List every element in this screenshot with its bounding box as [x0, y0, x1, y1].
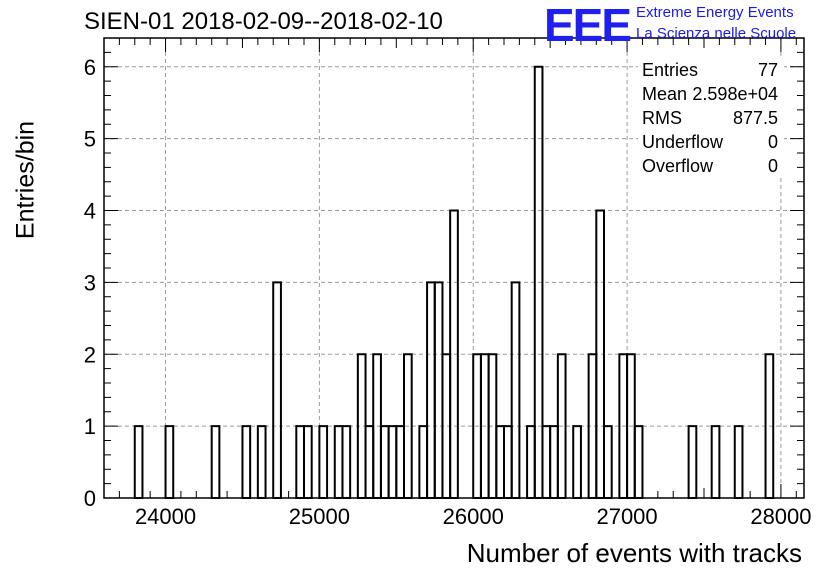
histogram-bar: [295, 425, 305, 499]
stats-row-entries: Entries 77: [638, 58, 784, 82]
y-axis-label-wrap: Entries/bin: [6, 0, 46, 360]
y-tick-label: 1: [84, 414, 96, 439]
stats-row-overflow: Overflow 0: [638, 154, 784, 178]
histogram-bar: [256, 425, 267, 499]
logo-line-2: La Scienza nelle Scuole: [636, 25, 797, 42]
y-tick-label: 0: [84, 486, 96, 511]
histogram-bar: [549, 425, 559, 499]
histogram-bar: [603, 425, 613, 499]
histogram-bar: [387, 425, 398, 499]
stats-label: Underflow: [642, 132, 724, 152]
histogram-bar: [241, 425, 252, 499]
histogram-bar: [572, 425, 582, 499]
histogram-bar: [318, 425, 329, 499]
stats-label: Overflow: [642, 156, 714, 176]
y-tick-label: 5: [84, 127, 96, 152]
histogram-bar: [133, 425, 144, 499]
y-tick-label: 2: [84, 342, 96, 367]
y-tick-label: 4: [84, 199, 96, 224]
stats-value: 877.5: [732, 108, 778, 128]
histogram-bar: [710, 425, 721, 499]
x-tick-label: 28000: [750, 504, 811, 529]
histogram-bar: [510, 281, 521, 499]
histogram-bar: [495, 425, 505, 499]
histogram-bar: [503, 425, 513, 499]
stats-value: 77: [757, 60, 778, 80]
stats-box: Entries 77 Mean 2.598e+04 RMS 877.5 Unde…: [638, 58, 784, 178]
histogram-bar: [433, 281, 444, 499]
stats-value: 2.598e+04: [692, 84, 778, 104]
histogram-bar: [341, 425, 352, 499]
stats-row-underflow: Underflow 0: [638, 130, 784, 154]
histogram-bar: [418, 425, 429, 499]
stats-label: Entries: [642, 60, 699, 80]
histogram-bar: [164, 425, 175, 499]
stats-label: RMS: [642, 108, 682, 128]
stats-value: 0: [767, 156, 778, 176]
histogram-bar: [687, 425, 698, 499]
stats-value: 0: [767, 132, 778, 152]
y-tick-label: 6: [84, 55, 96, 80]
histogram-bar: [303, 425, 313, 499]
y-axis-label: Entries/bin: [11, 120, 40, 240]
x-tick-label: 27000: [596, 504, 657, 529]
histogram-bar: [333, 425, 344, 499]
histogram-bar: [526, 425, 536, 499]
histogram-bar: [426, 281, 436, 499]
y-tick-label: 3: [84, 270, 96, 295]
stats-label: Mean: [642, 84, 688, 104]
logo-line-1: Extreme Energy Events: [636, 4, 794, 21]
histogram-bar: [272, 281, 282, 499]
histogram-bar: [364, 425, 375, 499]
x-tick-label: 25000: [289, 504, 350, 529]
histogram-bar: [379, 425, 390, 499]
eee-logo: EEE: [544, 0, 632, 51]
x-tick-label: 24000: [135, 504, 196, 529]
stats-row-rms: RMS 877.5: [638, 106, 784, 130]
x-tick-label: 26000: [443, 504, 504, 529]
histogram-bar: [210, 425, 221, 499]
x-axis-label: Number of events with tracks: [466, 538, 802, 568]
stats-row-mean: Mean 2.598e+04: [638, 82, 784, 106]
histogram-bar: [733, 425, 744, 499]
chart-title: SIEN-01 2018-02-09--2018-02-10: [84, 8, 443, 35]
histogram-bar: [541, 425, 552, 499]
histogram-bar: [395, 425, 405, 499]
histogram-bar: [633, 425, 644, 499]
